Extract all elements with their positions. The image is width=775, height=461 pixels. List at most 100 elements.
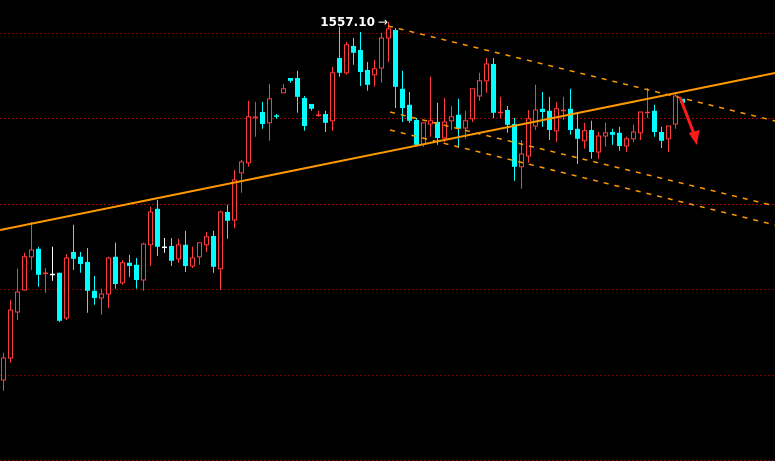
candle-body	[232, 179, 237, 221]
candle	[50, 246, 55, 281]
candle	[414, 118, 419, 146]
trendline	[0, 72, 775, 231]
candle-body	[148, 211, 153, 246]
candle	[36, 246, 41, 287]
channel-line	[387, 25, 775, 122]
candle	[281, 84, 286, 94]
candle-body	[120, 262, 125, 284]
candle-body	[127, 262, 132, 266]
trendlines	[0, 25, 775, 231]
candle-body	[225, 212, 230, 221]
candle-body	[379, 37, 384, 69]
candle	[43, 268, 48, 293]
candle-body	[1, 357, 6, 381]
candle	[386, 22, 391, 62]
candle	[148, 206, 153, 266]
candle-body	[92, 290, 97, 298]
candle	[470, 88, 475, 122]
candle	[232, 170, 237, 228]
candle	[659, 126, 664, 148]
candle-body	[358, 50, 363, 72]
candle-body	[351, 46, 356, 53]
candle-body	[428, 120, 433, 125]
candle-body	[8, 309, 13, 359]
candles	[1, 22, 685, 391]
candle-body	[596, 135, 601, 153]
candle-body	[288, 78, 293, 81]
candle-body	[463, 120, 468, 129]
candle	[400, 70, 405, 122]
candle	[1, 352, 6, 391]
candle	[29, 222, 34, 270]
candle	[176, 238, 181, 263]
candle-body	[400, 88, 405, 108]
candle-body	[617, 132, 622, 146]
candle-body	[218, 211, 223, 270]
candle	[8, 300, 13, 363]
candle-body	[442, 121, 447, 139]
candle-body	[533, 109, 538, 127]
candle	[337, 26, 342, 77]
candle	[582, 122, 587, 149]
candle-body	[512, 124, 517, 167]
candle-body	[267, 98, 272, 124]
candle	[526, 110, 531, 163]
candle-body	[540, 108, 545, 112]
candle	[428, 76, 433, 137]
candle-body	[603, 132, 608, 137]
candle	[407, 92, 412, 123]
candle	[393, 28, 398, 108]
candle	[127, 254, 132, 277]
candle-body	[652, 110, 657, 132]
candle-body	[337, 58, 342, 73]
candle	[631, 124, 636, 142]
candle	[533, 84, 538, 130]
candle	[288, 78, 293, 83]
candle-body	[155, 208, 160, 247]
candle	[365, 62, 370, 91]
down-arrow-icon	[688, 130, 700, 145]
candle	[57, 272, 62, 322]
candle-body	[190, 257, 195, 267]
candle-body	[85, 262, 90, 291]
candle-body	[309, 104, 314, 109]
candle-body	[281, 88, 286, 94]
candle-body	[484, 63, 489, 82]
candle	[309, 104, 314, 111]
candle	[64, 254, 69, 320]
candle	[344, 42, 349, 75]
candle	[169, 238, 174, 266]
candle-body	[78, 256, 83, 264]
candle	[351, 38, 356, 65]
candle	[568, 88, 573, 135]
candle	[267, 84, 272, 141]
candle	[218, 210, 223, 290]
candle-body	[99, 293, 104, 299]
candle	[92, 276, 97, 305]
candle-body	[575, 128, 580, 139]
candle	[603, 122, 608, 147]
candle	[379, 32, 384, 83]
candle-body	[260, 112, 265, 124]
candle	[239, 160, 244, 193]
candle	[358, 32, 363, 86]
candle	[302, 96, 307, 131]
candle	[22, 252, 27, 291]
candle	[652, 104, 657, 137]
candle	[260, 102, 265, 129]
candle	[183, 230, 188, 272]
candle	[78, 252, 83, 273]
candle	[85, 248, 90, 313]
candle	[225, 204, 230, 239]
candle	[274, 114, 279, 119]
candle-body	[435, 122, 440, 138]
candle-body	[519, 153, 524, 168]
candle-body	[624, 138, 629, 147]
candle-body	[589, 130, 594, 152]
candle-body	[673, 95, 678, 125]
candle-body	[505, 110, 510, 125]
candle	[190, 246, 195, 268]
candle	[484, 58, 489, 93]
candle	[295, 70, 300, 113]
